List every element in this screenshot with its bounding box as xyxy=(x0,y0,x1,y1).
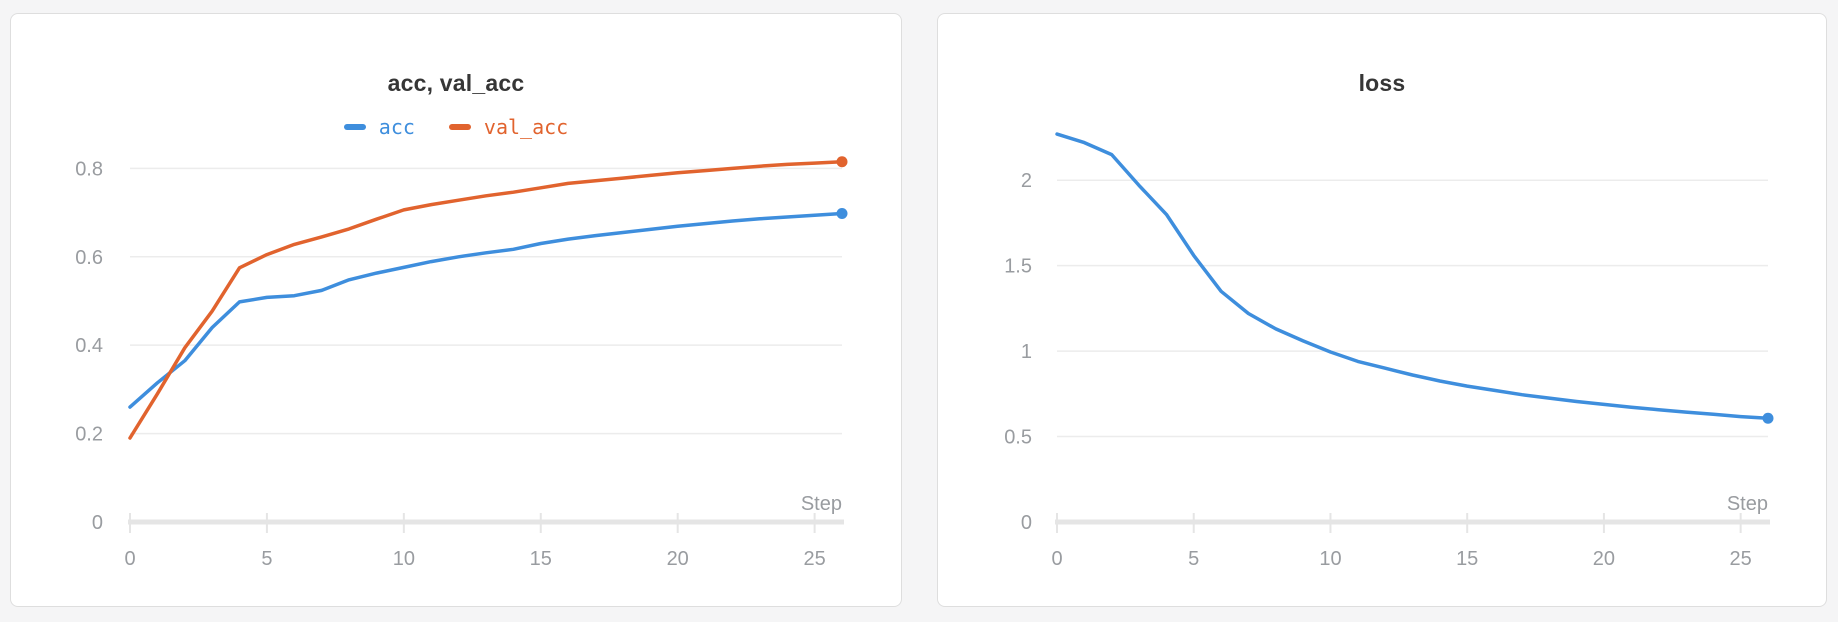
val_acc-line xyxy=(128,159,844,440)
val-acc-series-label: val_acc xyxy=(483,115,569,139)
chart-card-loss[interactable]: loss 0 0.5 1 1.5 2 0 5 10 15 20 25 Step xyxy=(937,13,1827,607)
chart-title-acc: acc, val_acc xyxy=(387,70,525,96)
x-tick-label: 25 xyxy=(1730,548,1752,570)
legend: acc val_acc xyxy=(11,117,901,137)
y-tick-label: 0 xyxy=(92,512,103,534)
y-tick-label: 0 xyxy=(1021,512,1032,534)
x-axis-title: Step xyxy=(1727,493,1768,515)
acc-series-label: acc xyxy=(378,115,415,139)
val-acc-series-swatch xyxy=(448,124,471,130)
loss-endpoint-dot xyxy=(1762,412,1774,424)
x-tick-label: 20 xyxy=(1593,548,1615,570)
chart-title-loss: loss xyxy=(1358,70,1406,96)
loss-line xyxy=(1055,132,1770,421)
x-axis-title: Step xyxy=(801,493,842,515)
acc-chart-plot-area[interactable]: 0 0.2 0.4 0.6 0.8 0 5 10 15 20 25 Step xyxy=(11,14,901,606)
x-tick-label: 15 xyxy=(530,548,552,570)
y-tick-label: 0.6 xyxy=(75,247,103,269)
x-tick-label: 0 xyxy=(124,548,135,570)
acc-series-swatch xyxy=(343,124,366,130)
x-tick-label: 0 xyxy=(1051,548,1062,570)
chart-card-acc[interactable]: acc, val_acc acc val_acc 0 0.2 0.4 0.6 0.8 0 5… xyxy=(10,13,902,607)
x-tick-label: 10 xyxy=(393,548,415,570)
val_acc-endpoint-dot xyxy=(836,156,848,168)
acc-line xyxy=(128,211,844,409)
x-tick-label: 10 xyxy=(1319,548,1341,570)
y-tick-label: 0.8 xyxy=(75,158,103,180)
legend-item-val-acc: val_acc xyxy=(448,115,569,139)
acc-endpoint-dot xyxy=(836,207,848,219)
x-tick-label: 5 xyxy=(1188,548,1199,570)
legend-item-acc: acc xyxy=(343,115,415,139)
y-tick-label: 2 xyxy=(1021,170,1032,192)
y-tick-label: 0.4 xyxy=(75,335,103,357)
x-tick-label: 25 xyxy=(803,548,825,570)
x-tick-label: 20 xyxy=(667,548,689,570)
x-tick-label: 5 xyxy=(261,548,272,570)
y-tick-label: 1 xyxy=(1021,341,1032,363)
y-tick-label: 1.5 xyxy=(1004,256,1032,278)
y-tick-label: 0.5 xyxy=(1004,427,1032,449)
y-tick-label: 0.2 xyxy=(75,424,103,446)
x-tick-label: 15 xyxy=(1456,548,1478,570)
